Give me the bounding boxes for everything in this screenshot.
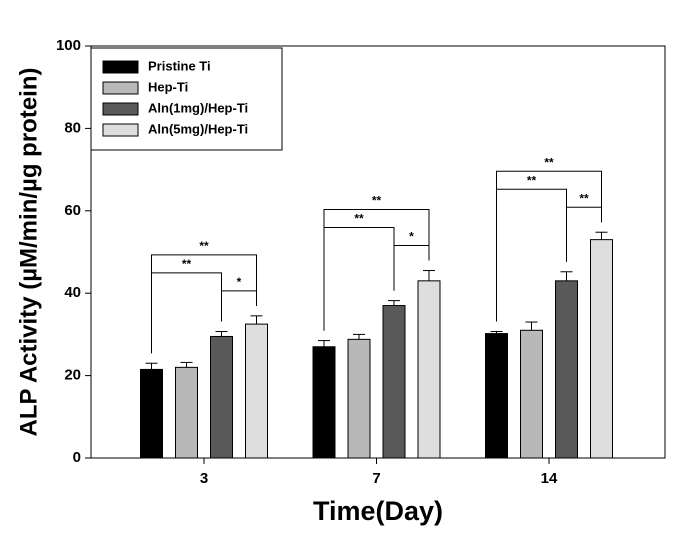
y-tick-label: 40 <box>64 284 81 301</box>
bar <box>312 346 336 459</box>
bar <box>210 335 233 459</box>
bar <box>520 329 543 459</box>
significance-label: * <box>409 230 414 244</box>
bar <box>140 368 163 459</box>
significance-bracket <box>151 254 257 354</box>
legend-label: Aln(1mg)/Hep-Ti <box>148 100 248 115</box>
bar <box>555 280 578 459</box>
significance-bracket <box>323 209 430 331</box>
y-tick-label: 100 <box>56 37 81 54</box>
bar <box>245 323 268 459</box>
significance-bracket <box>221 290 257 322</box>
significance-label: ** <box>182 257 192 271</box>
bar <box>485 333 508 459</box>
significance-label: * <box>237 275 242 289</box>
significance-label: ** <box>544 155 554 169</box>
legend-label: Hep-Ti <box>148 79 188 94</box>
legend-swatch <box>102 123 139 137</box>
bar <box>417 280 441 459</box>
significance-label: ** <box>527 173 537 187</box>
bar <box>382 305 406 459</box>
y-axis-title: ALP Activity (µM/min/µg protein) <box>15 68 42 437</box>
significance-label: ** <box>199 239 209 253</box>
x-tick-label: 14 <box>541 470 558 487</box>
y-tick-label: 0 <box>73 449 81 466</box>
x-tick-label: 7 <box>372 470 380 487</box>
significance-bracket <box>496 170 602 322</box>
y-tick-label: 60 <box>64 202 81 219</box>
x-tick-label: 3 <box>200 470 208 487</box>
legend-swatch <box>102 81 139 95</box>
legend-swatch <box>102 102 139 116</box>
plot-frame <box>90 45 666 459</box>
y-tick-label: 80 <box>64 119 81 136</box>
significance-label: ** <box>354 212 364 226</box>
legend-label: Aln(5mg)/Hep-Ti <box>148 121 248 136</box>
bar <box>590 239 613 459</box>
x-axis-title: Time(Day) <box>313 496 443 526</box>
bar <box>347 338 371 459</box>
legend-label: Pristine Ti <box>148 58 211 73</box>
y-tick-label: 20 <box>64 367 81 384</box>
legend-swatch <box>102 60 139 74</box>
bar <box>175 366 198 459</box>
significance-label: ** <box>372 194 382 208</box>
significance-label: ** <box>579 191 589 205</box>
